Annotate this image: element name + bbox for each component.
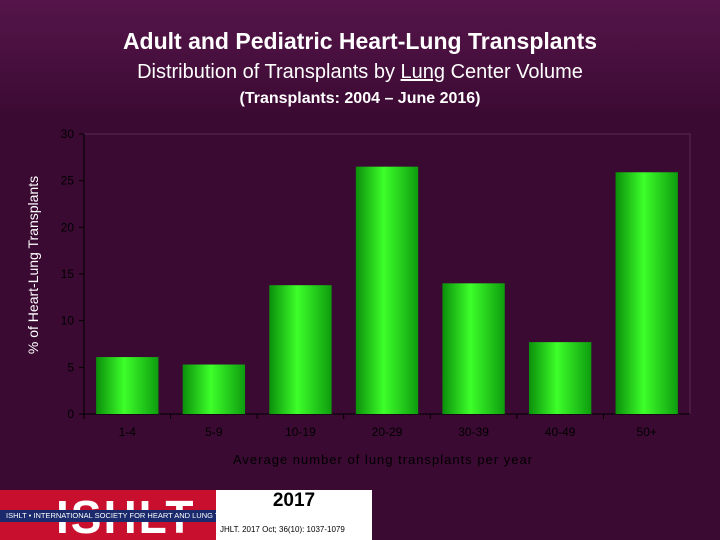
subtitle-post: Center Volume (445, 61, 583, 83)
x-tick-label: 10-19 (285, 425, 316, 439)
y-tick-label: 5 (67, 360, 74, 374)
background-glow (0, 0, 720, 120)
journal-citation: JHLT. 2017 Oct; 36(10): 1037-1079 (220, 525, 345, 534)
chart-title: Adult and Pediatric Heart-Lung Transplan… (122, 28, 598, 54)
bar-10-19 (269, 285, 332, 414)
x-tick-label: 5-9 (205, 425, 223, 439)
y-tick-label: 20 (61, 220, 75, 234)
citation-box: 2017 JHLT. 2017 Oct; 36(10): 1037-1079 (216, 490, 372, 540)
y-tick-label: 10 (61, 314, 75, 328)
x-tick-label: 30-39 (458, 425, 489, 439)
chart-subtitle: Distribution of Transplants by Lung Cent… (0, 61, 720, 84)
bar-30-39 (442, 283, 505, 414)
y-tick-label: 15 (61, 267, 75, 281)
x-tick-label: 20-29 (372, 425, 403, 439)
x-axis-label: Average number of lung transplants per y… (233, 452, 533, 467)
subtitle-underlined: Lung (400, 61, 446, 83)
y-tick-label: 25 (61, 174, 75, 188)
x-tick-label: 50+ (637, 425, 657, 439)
report-year: 2017 (272, 490, 316, 511)
bar-50+ (615, 172, 678, 414)
y-tick-label: 30 (61, 127, 75, 141)
bar-40-49 (528, 342, 592, 414)
bar-5-9 (182, 364, 246, 414)
x-tick-label: 40-49 (545, 425, 576, 439)
x-tick-label: 1-4 (119, 425, 137, 439)
bar-chart: 0 5 10 15 20 25 30 1-4 5-9 10-19 20-29 30-39 40-49 50… (61, 127, 691, 467)
y-tick-label: 0 (67, 407, 74, 421)
subtitle-pre: Distribution of Transplants by (137, 61, 401, 83)
chart-period: (Transplants: 2004 – June 2016) (239, 90, 481, 107)
bar-20-29 (355, 166, 419, 414)
bar-1-4 (96, 357, 159, 414)
